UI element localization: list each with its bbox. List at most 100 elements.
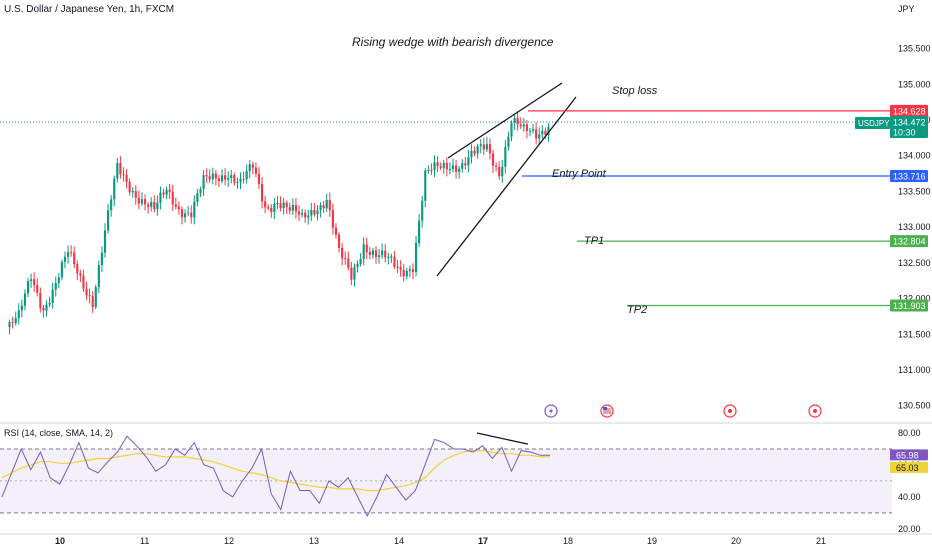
candle-body bbox=[464, 163, 467, 166]
candle-body bbox=[390, 256, 393, 258]
candle-body bbox=[33, 279, 36, 286]
candle-body bbox=[51, 289, 54, 304]
level-price-badge-text: 132.804 bbox=[893, 237, 926, 247]
candle-body bbox=[279, 202, 282, 209]
candle-body bbox=[76, 264, 79, 274]
candle-body bbox=[356, 263, 359, 268]
candle-body bbox=[239, 178, 242, 183]
candle-body bbox=[248, 164, 251, 172]
time-tick-label: 14 bbox=[394, 536, 404, 546]
candle-body bbox=[374, 250, 378, 257]
rsi-sma-line bbox=[1, 450, 550, 492]
candle-body bbox=[116, 163, 119, 179]
candle-body bbox=[319, 205, 322, 211]
rsi-sma-badge bbox=[890, 461, 928, 473]
candle-body bbox=[470, 150, 473, 158]
candle-body bbox=[159, 192, 162, 203]
candle-body bbox=[125, 174, 128, 183]
candle-body bbox=[491, 153, 495, 166]
rsi-tick-label: 80.00 bbox=[898, 428, 921, 438]
candle-body bbox=[156, 202, 159, 210]
level-price-badge bbox=[890, 235, 928, 248]
candle-body bbox=[137, 197, 140, 204]
candle-body bbox=[165, 189, 168, 195]
candle-body bbox=[282, 202, 285, 209]
candle-body bbox=[337, 234, 341, 248]
candle-body bbox=[147, 204, 150, 207]
price-tick-label: 130.500 bbox=[898, 401, 931, 411]
symbol-title: U.S. Dollar / Japanese Yen, 1h, FXCM bbox=[4, 4, 175, 15]
candle-body bbox=[119, 163, 122, 175]
candle-body bbox=[42, 307, 45, 311]
candle-body bbox=[399, 267, 402, 270]
time-tick-label: 10 bbox=[55, 536, 65, 546]
candle-body bbox=[316, 210, 319, 215]
event-dot bbox=[813, 409, 817, 413]
countdown-text: 10:30 bbox=[893, 128, 916, 138]
level-label: Entry Point bbox=[552, 168, 607, 180]
level-label: TP1 bbox=[584, 235, 604, 247]
price-tick-label: 132.500 bbox=[898, 258, 931, 268]
candle-body bbox=[365, 244, 368, 253]
candle-body bbox=[522, 124, 525, 127]
candle-body bbox=[501, 166, 504, 177]
candle-body bbox=[236, 182, 239, 184]
candle-body bbox=[60, 261, 63, 278]
candle-body bbox=[153, 201, 156, 210]
price-tick-label: 131.000 bbox=[898, 365, 931, 375]
time-tick-label: 11 bbox=[140, 536, 149, 546]
candle-body bbox=[353, 267, 356, 280]
candle-body bbox=[36, 285, 39, 293]
candle-body bbox=[334, 227, 338, 235]
candle-body bbox=[57, 277, 60, 284]
candle-body bbox=[208, 176, 211, 180]
candle-body bbox=[418, 220, 421, 243]
candle-body bbox=[260, 184, 264, 202]
candle-body bbox=[544, 130, 547, 135]
candle-body bbox=[476, 146, 479, 154]
candle-body bbox=[217, 178, 221, 182]
candle-body bbox=[513, 117, 516, 123]
candle-body bbox=[445, 162, 448, 170]
candle-body bbox=[485, 144, 488, 150]
candle-body bbox=[458, 168, 461, 172]
candle-body bbox=[396, 266, 399, 268]
candle-body bbox=[63, 256, 67, 262]
candle-body bbox=[473, 150, 476, 154]
candle-body bbox=[488, 144, 492, 154]
candle-body bbox=[174, 204, 177, 207]
candle-body bbox=[242, 178, 245, 180]
candle-body bbox=[307, 215, 310, 218]
candle-body bbox=[387, 256, 390, 258]
candle-body bbox=[199, 189, 202, 194]
candle-body bbox=[371, 250, 375, 255]
currency-label: JPY bbox=[898, 4, 915, 14]
candle-body bbox=[17, 310, 20, 319]
candle-body bbox=[196, 193, 199, 202]
flag-canton bbox=[603, 407, 607, 410]
candle-body bbox=[411, 269, 415, 273]
candle-body bbox=[122, 174, 125, 176]
time-tick-label: 20 bbox=[731, 536, 741, 546]
candle-body bbox=[313, 209, 316, 215]
candle-body bbox=[214, 173, 217, 179]
wedge-upper-line bbox=[447, 82, 563, 159]
candle-body bbox=[408, 269, 411, 271]
candle-body bbox=[538, 134, 541, 139]
candle-body bbox=[421, 200, 424, 221]
level-price-badge bbox=[890, 170, 928, 182]
candle-body bbox=[230, 175, 233, 178]
time-tick-label: 17 bbox=[478, 536, 488, 546]
level-label: Stop loss bbox=[612, 85, 658, 97]
candle-body bbox=[301, 212, 304, 215]
candle-body bbox=[54, 283, 57, 290]
candle-body bbox=[103, 230, 107, 253]
wedge-lower-line bbox=[436, 96, 577, 277]
time-tick-label: 13 bbox=[309, 536, 319, 546]
candle-body bbox=[180, 209, 184, 218]
candle-body bbox=[85, 288, 88, 296]
candle-body bbox=[433, 162, 436, 171]
candle-body bbox=[362, 244, 365, 259]
